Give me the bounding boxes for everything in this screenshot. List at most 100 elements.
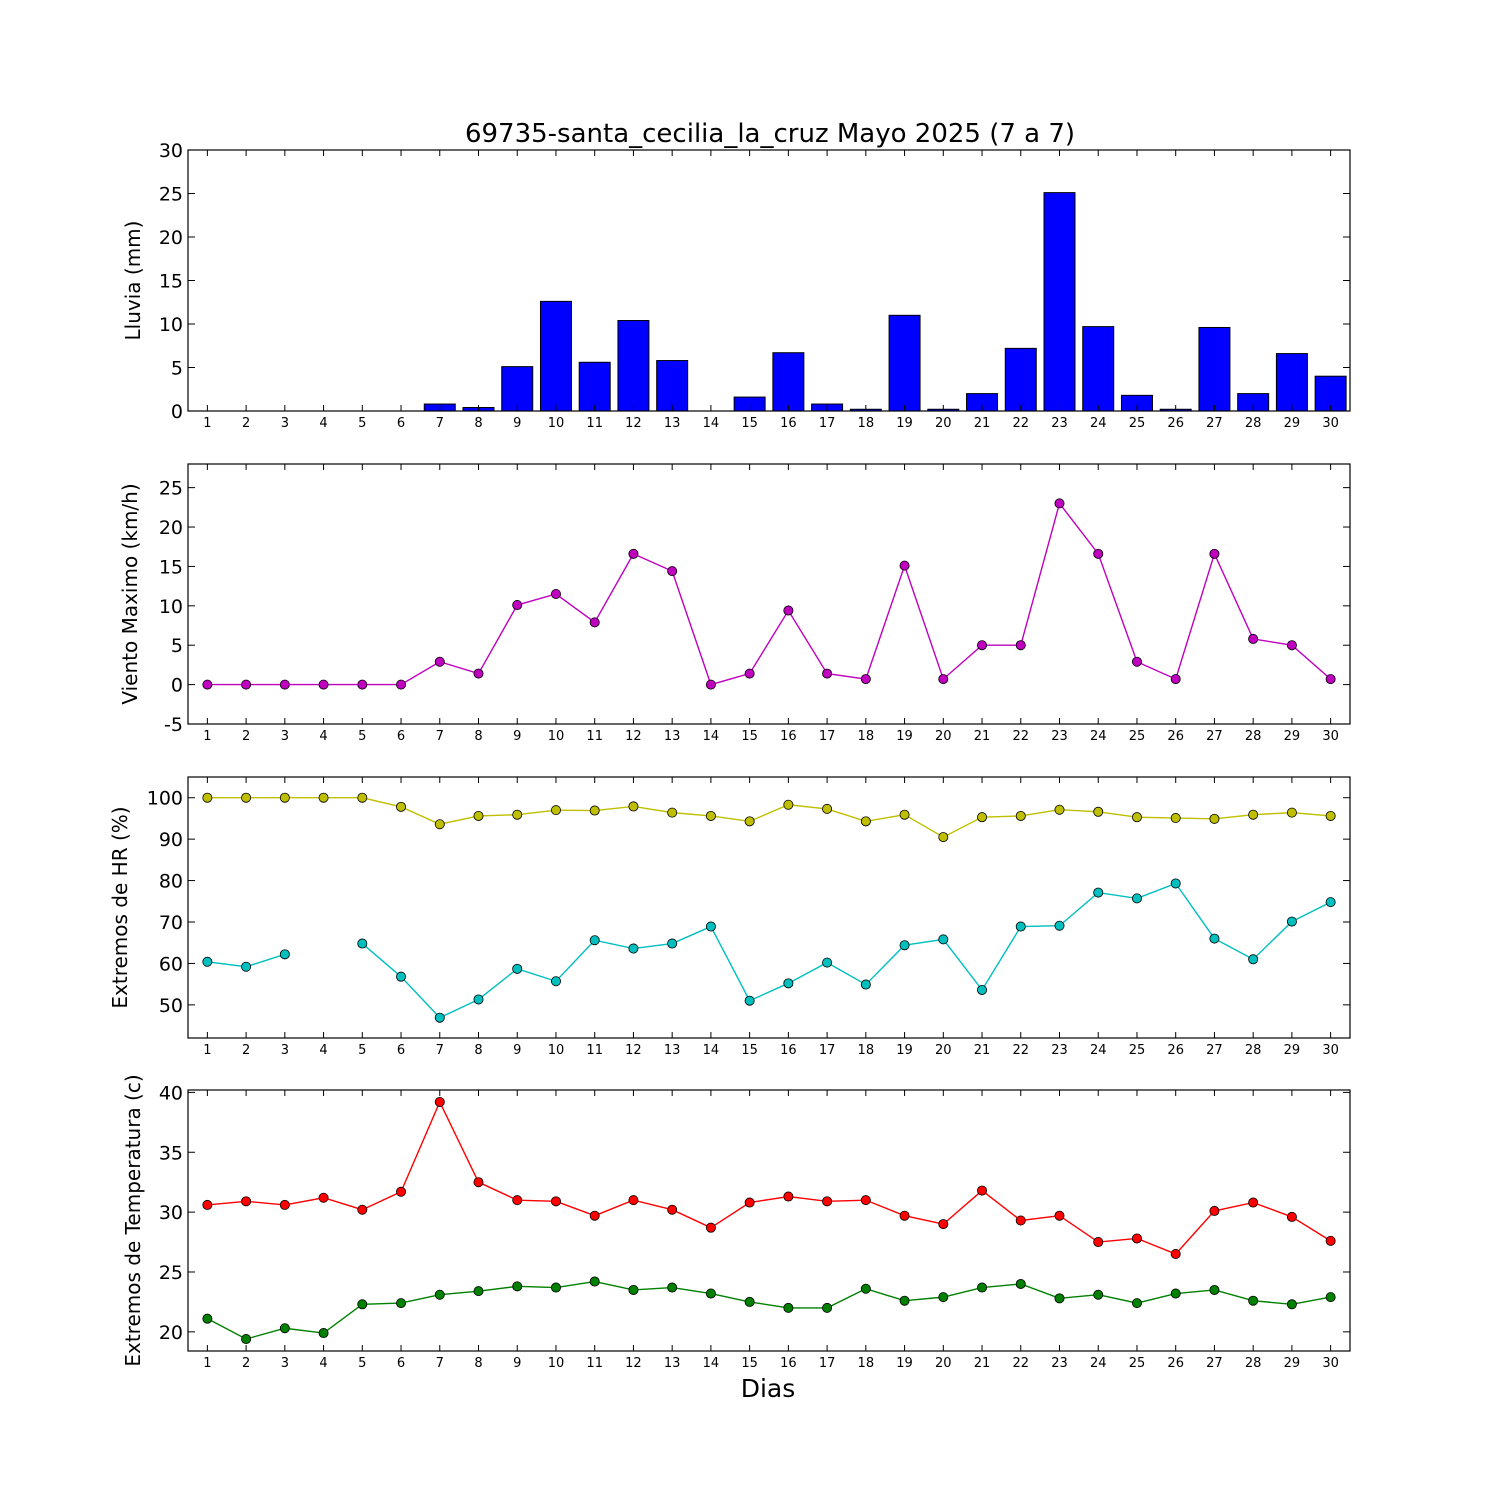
series-1-point-day-27 [1209, 1205, 1220, 1216]
series-1-line-1 [207, 501, 1332, 686]
y-axis-label: Extremos de HR (%) [108, 806, 132, 1008]
bar-day-13 [656, 360, 689, 412]
y-tick-label: 15 [159, 556, 183, 578]
x-tick-label: 6 [397, 729, 405, 744]
series-1-point-day-25 [1131, 656, 1142, 667]
series-2-point-day-7 [434, 1289, 445, 1300]
series-1-point-day-16 [783, 1191, 794, 1202]
x-tick-label: 9 [513, 416, 521, 431]
y-tick-label: 20 [159, 1322, 183, 1344]
x-tick-label: 17 [819, 729, 836, 744]
x-tick-label: 8 [474, 1043, 482, 1058]
x-tick-label: 1 [203, 1043, 211, 1058]
series-1-point-day-13 [667, 566, 678, 577]
series-1-point-day-24 [1093, 1237, 1104, 1248]
y-tick-label: 100 [147, 788, 183, 810]
series-1-point-day-12 [628, 548, 639, 559]
x-tick-label: 4 [319, 416, 327, 431]
series-2-point-day-8 [473, 1286, 484, 1297]
series-1-point-day-4 [318, 1192, 329, 1203]
x-tick-label: 18 [858, 1356, 875, 1371]
series-1-point-day-5 [357, 1204, 368, 1215]
x-tick-label: 9 [513, 1356, 521, 1371]
bar-day-27 [1198, 326, 1231, 412]
series-1-point-day-28 [1248, 1197, 1259, 1208]
y-axis-label: Extremos de Temperatura (c) [121, 1074, 145, 1366]
series-2-point-day-9 [512, 963, 523, 974]
series-2-point-day-10 [550, 1282, 561, 1293]
x-tick-label: 1 [203, 1356, 211, 1371]
x-tick-label: 4 [319, 729, 327, 744]
x-tick-label: 19 [896, 416, 913, 431]
series-2-point-day-24 [1093, 1289, 1104, 1300]
bar-day-24 [1082, 326, 1115, 412]
x-tick-label: 17 [819, 1356, 836, 1371]
x-tick-label: 23 [1051, 1043, 1068, 1058]
y-tick-label: 60 [159, 953, 183, 975]
x-tick-label: 14 [703, 729, 720, 744]
series-1-point-day-20 [938, 832, 949, 843]
x-tick-label: 21 [974, 1356, 991, 1371]
series-1-point-day-8 [473, 810, 484, 821]
x-tick-label: 2 [242, 416, 250, 431]
series-1-point-day-30 [1325, 674, 1336, 685]
x-tick-label: 17 [819, 416, 836, 431]
x-tick-label: 21 [974, 416, 991, 431]
y-tick-label: 20 [159, 517, 183, 539]
series-1-point-day-22 [1015, 640, 1026, 651]
x-tick-label: 30 [1322, 1043, 1339, 1058]
x-tick-label: 18 [858, 416, 875, 431]
y-tick-label: 25 [159, 1262, 183, 1284]
series-1-point-day-15 [744, 1197, 755, 1208]
x-tick-label: 27 [1206, 416, 1223, 431]
series-1-point-day-26 [1170, 674, 1181, 685]
x-tick-label: 22 [1012, 1356, 1029, 1371]
series-1-point-day-7 [434, 819, 445, 830]
x-tick-label: 12 [625, 1043, 642, 1058]
series-1-point-day-15 [744, 668, 755, 679]
series-2-point-day-22 [1015, 921, 1026, 932]
series-2-point-day-18 [860, 979, 871, 990]
series-2-point-day-1 [202, 956, 213, 967]
x-tick-label: 4 [319, 1356, 327, 1371]
series-1-point-day-4 [318, 792, 329, 803]
chart-title: 69735-santa_cecilia_la_cruz Mayo 2025 (7… [465, 119, 1075, 149]
series-1-point-day-14 [705, 1222, 716, 1233]
series-2-point-day-4 [318, 1328, 329, 1339]
x-tick-label: 10 [548, 729, 565, 744]
x-tick-label: 23 [1051, 729, 1068, 744]
x-tick-label: 16 [780, 1043, 797, 1058]
x-tick-label: 28 [1245, 1043, 1262, 1058]
x-tick-label: 23 [1051, 1356, 1068, 1371]
series-2-point-day-17 [822, 1302, 833, 1313]
series-1-point-day-12 [628, 1195, 639, 1206]
y-axis-label: Viento Maximo (km/h) [118, 483, 142, 704]
x-tick-label: 20 [935, 1356, 952, 1371]
series-2-point-day-12 [628, 943, 639, 954]
series-1-point-day-1 [202, 679, 213, 690]
series-2-point-day-21 [977, 984, 988, 995]
y-tick-label: 5 [171, 635, 183, 657]
series-2-point-day-29 [1286, 1299, 1297, 1310]
series-2-point-day-5 [357, 938, 368, 949]
y-tick-label: 10 [159, 596, 183, 618]
x-tick-label: 30 [1322, 1356, 1339, 1371]
x-tick-label: 15 [741, 416, 758, 431]
x-tick-label: 11 [586, 416, 603, 431]
x-tick-label: 8 [474, 729, 482, 744]
x-tick-label: 13 [664, 416, 681, 431]
x-tick-label: 3 [281, 729, 289, 744]
x-tick-label: 4 [319, 1043, 327, 1058]
series-1-point-day-18 [860, 816, 871, 827]
y-tick-label: 40 [159, 1082, 183, 1104]
series-1-point-day-16 [783, 799, 794, 810]
x-tick-label: 24 [1090, 416, 1107, 431]
series-1-point-day-5 [357, 792, 368, 803]
series-1-point-day-13 [667, 807, 678, 818]
series-1-point-day-8 [473, 668, 484, 679]
series-2-point-day-19 [899, 940, 910, 951]
series-1-point-day-19 [899, 1210, 910, 1221]
bar-day-29 [1275, 353, 1308, 412]
